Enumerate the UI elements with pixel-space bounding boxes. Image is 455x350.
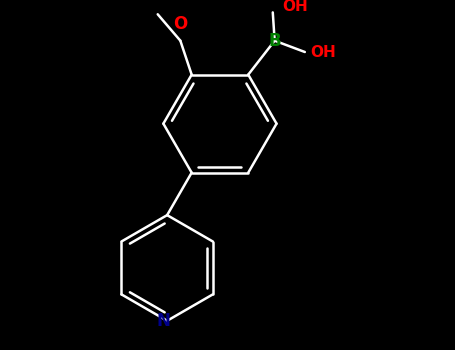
Text: OH: OH [310, 44, 336, 60]
Text: O: O [173, 15, 187, 33]
Text: N: N [157, 312, 170, 330]
Text: OH: OH [282, 0, 308, 14]
Text: B: B [268, 32, 281, 50]
